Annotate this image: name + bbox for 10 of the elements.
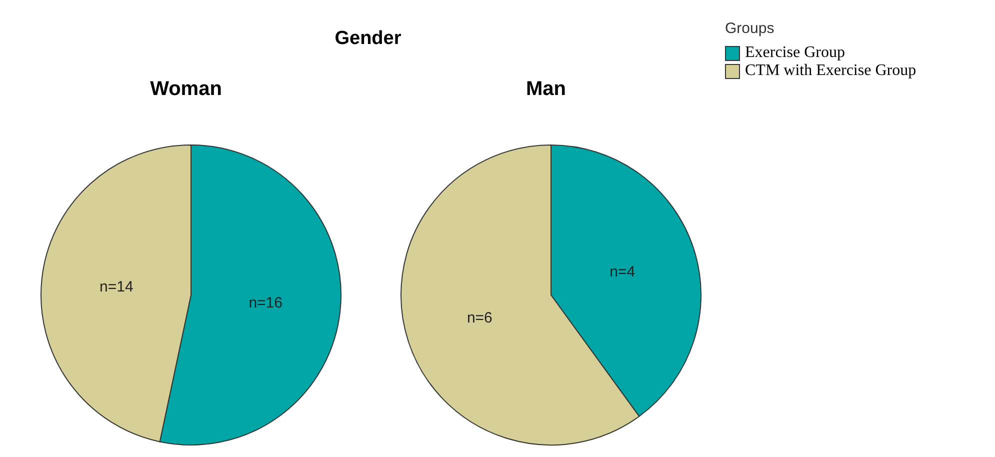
chart-title: Woman: [149, 78, 223, 101]
legend-title: Groups: [725, 20, 776, 37]
data-label: n=14: [100, 278, 134, 296]
legend-label: CTM with Exercise Group: [745, 62, 916, 80]
data-label: n=16: [248, 294, 282, 312]
text: Gender: [334, 28, 402, 50]
legend-label: Exercise Group: [745, 44, 845, 62]
data-label: n=4: [610, 263, 636, 280]
data-label: n=6: [466, 310, 492, 327]
text: Man: [525, 78, 567, 101]
